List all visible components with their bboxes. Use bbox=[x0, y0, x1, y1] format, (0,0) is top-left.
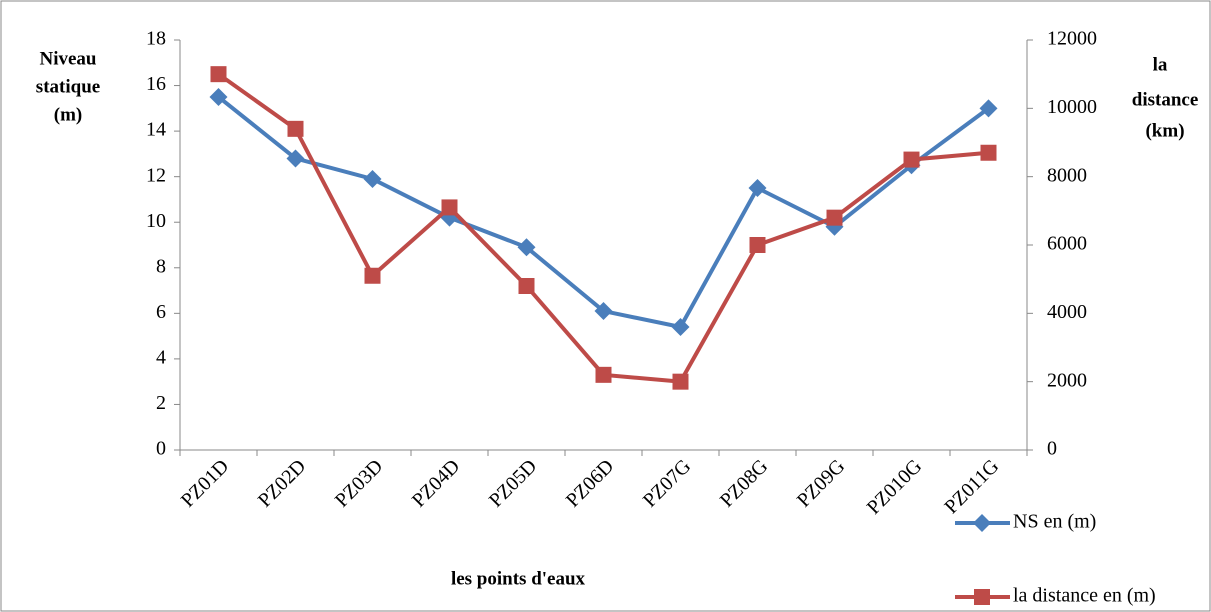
data-point bbox=[517, 238, 536, 257]
data-point bbox=[287, 120, 304, 137]
y2-tick-label: 12000 bbox=[1047, 28, 1097, 50]
data-point bbox=[979, 99, 998, 118]
data-point bbox=[826, 209, 843, 226]
y2-axis-title: (km) bbox=[1145, 120, 1184, 141]
data-point bbox=[594, 302, 613, 321]
y2-tick-label: 10000 bbox=[1047, 96, 1097, 118]
data-point bbox=[749, 237, 766, 253]
legend-marker bbox=[973, 514, 991, 532]
y2-tick-label: 2000 bbox=[1047, 369, 1087, 391]
y-tick-label: 8 bbox=[156, 255, 166, 277]
data-point bbox=[441, 199, 458, 216]
y-tick-label: 6 bbox=[156, 301, 166, 323]
x-axis-title: les points d'eaux bbox=[451, 568, 586, 589]
y2-tick-label: 0 bbox=[1047, 438, 1057, 460]
y-tick-label: 0 bbox=[156, 438, 166, 460]
data-point bbox=[286, 149, 305, 168]
y-tick-label: 16 bbox=[146, 73, 166, 95]
data-point bbox=[748, 179, 767, 198]
legend-marker bbox=[974, 589, 990, 605]
data-point bbox=[518, 278, 535, 294]
legend-label: la distance en (m) bbox=[1013, 585, 1156, 607]
y-tick-label: 2 bbox=[156, 392, 166, 414]
data-point bbox=[903, 151, 920, 168]
y-axis-title: statique bbox=[36, 76, 100, 97]
data-point bbox=[672, 373, 689, 390]
data-point bbox=[364, 267, 381, 284]
data-point bbox=[210, 66, 227, 83]
data-point bbox=[595, 366, 612, 383]
y2-tick-label: 8000 bbox=[1047, 164, 1087, 186]
y-tick-label: 10 bbox=[146, 210, 166, 232]
y2-tick-label: 6000 bbox=[1047, 233, 1087, 255]
y-tick-label: 18 bbox=[146, 28, 166, 50]
y-tick-label: 4 bbox=[156, 346, 166, 368]
data-point bbox=[363, 169, 382, 188]
y2-axis-title: distance bbox=[1132, 89, 1199, 110]
data-point bbox=[671, 318, 690, 336]
y-axis-title: Niveau bbox=[40, 48, 97, 69]
y-tick-label: 12 bbox=[146, 164, 166, 186]
y2-axis-title: la bbox=[1153, 54, 1168, 75]
data-point bbox=[980, 144, 997, 161]
data-point bbox=[209, 87, 228, 106]
y-axis-title: (m) bbox=[54, 104, 82, 125]
y2-tick-label: 4000 bbox=[1047, 301, 1087, 323]
y-tick-label: 14 bbox=[146, 119, 166, 141]
legend-label: NS en (m) bbox=[1013, 511, 1096, 533]
